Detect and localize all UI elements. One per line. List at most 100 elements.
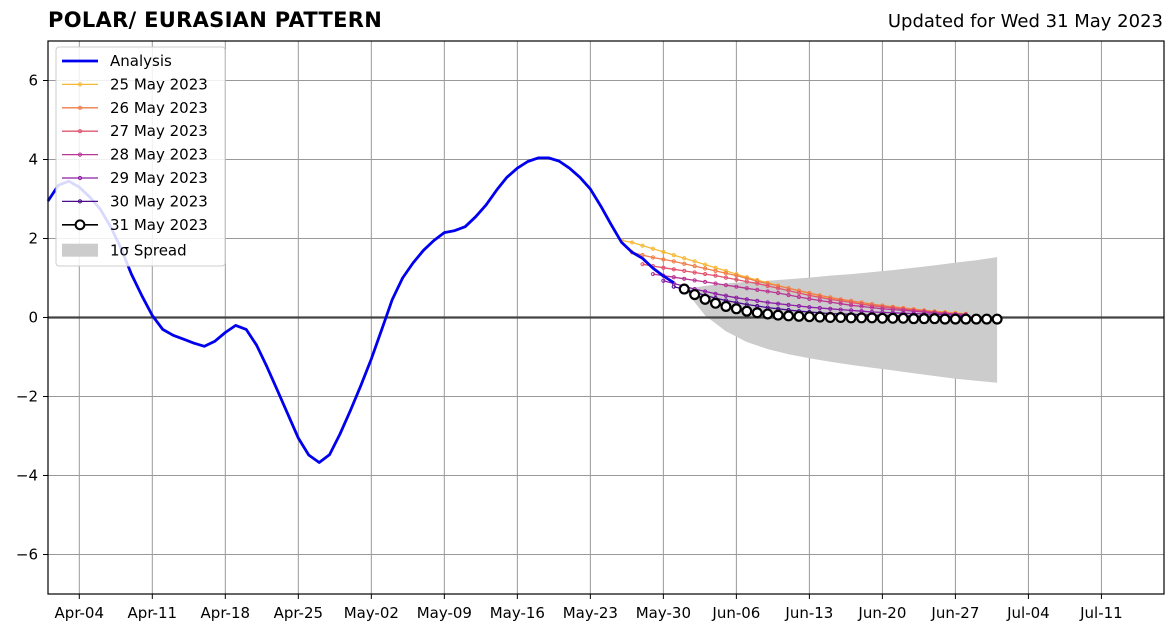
- legend-label: 30 May 2023: [110, 192, 208, 210]
- legend-label: 25 May 2023: [110, 75, 208, 93]
- forecast-point: [775, 286, 781, 291]
- legend-marker: [77, 82, 83, 87]
- y-tick-label: 6: [28, 72, 38, 90]
- forecast-point: [723, 268, 729, 273]
- forecast-point: [744, 286, 749, 291]
- forecast-point: [807, 290, 812, 296]
- forecast-point: [876, 312, 888, 324]
- x-tick-label: Jun-06: [711, 604, 760, 622]
- forecast-point: [723, 283, 729, 288]
- forecast-point: [783, 310, 795, 322]
- forecast-point: [949, 313, 961, 325]
- legend-marker: [74, 219, 86, 231]
- forecast-point: [755, 287, 760, 292]
- forecast-point: [710, 297, 722, 309]
- legend-entry: 30 May 2023: [62, 192, 208, 210]
- forecast-point: [702, 279, 708, 285]
- forecast-point: [629, 240, 635, 245]
- forecast-point: [744, 279, 749, 284]
- forecast-point: [692, 259, 697, 264]
- y-tick-label: −4: [16, 467, 38, 485]
- forecast-point: [856, 312, 868, 324]
- forecast-point: [682, 276, 687, 281]
- forecast-point: [755, 298, 760, 304]
- y-tick-label: −2: [16, 388, 38, 406]
- forecast-point: [720, 300, 732, 312]
- y-tick-label: 0: [28, 309, 38, 327]
- x-tick-label: May-09: [417, 604, 472, 622]
- forecast-point: [650, 246, 656, 251]
- x-tick-label: Jun-13: [784, 604, 833, 622]
- forecast-point: [734, 284, 739, 289]
- forecast-point: [661, 249, 666, 255]
- forecast-point: [650, 255, 656, 260]
- forecast-point: [786, 288, 791, 293]
- legend-label: 26 May 2023: [110, 99, 208, 117]
- legend-entry: Analysis: [62, 52, 172, 70]
- x-tick-label: Apr-11: [128, 604, 178, 622]
- forecast-point: [713, 268, 718, 273]
- x-tick-label: Jun-27: [930, 604, 979, 622]
- forecast-point: [775, 301, 781, 306]
- x-tick-label: Apr-18: [201, 604, 251, 622]
- forecast-point: [991, 313, 1003, 325]
- forecast-point: [960, 313, 972, 325]
- forecast-point: [765, 283, 770, 288]
- forecast-point: [723, 275, 729, 280]
- forecast-point: [845, 312, 857, 324]
- forecast-point: [650, 271, 656, 277]
- legend-marker: [77, 199, 83, 204]
- forecast-point: [897, 312, 909, 324]
- forecast-point: [682, 261, 687, 266]
- x-tick-label: Apr-25: [274, 604, 324, 622]
- x-tick-label: Jul-04: [1006, 604, 1050, 622]
- forecast-point: [713, 291, 718, 296]
- forecast-point: [817, 305, 822, 311]
- legend-entry: 29 May 2023: [62, 169, 208, 187]
- forecast-point: [786, 302, 791, 307]
- forecast-point: [849, 308, 854, 313]
- x-tick-label: Apr-04: [55, 604, 105, 622]
- legend-box: [55, 46, 226, 267]
- forecast-point: [671, 275, 676, 280]
- legend-entry: 1σ Spread: [62, 242, 187, 260]
- forecast-point: [699, 293, 711, 305]
- x-tick-label: Jul-11: [1079, 604, 1123, 622]
- forecast-line: [631, 251, 966, 315]
- forecast-point: [723, 271, 729, 276]
- forecast-point: [929, 313, 941, 325]
- forecast-series: [678, 283, 1003, 325]
- forecast-point: [803, 311, 815, 323]
- forecast-point: [859, 301, 864, 307]
- forecast-point: [640, 243, 645, 248]
- forecast-point: [734, 277, 739, 282]
- legend-label: 31 May 2023: [110, 216, 208, 234]
- legend-swatch: [62, 243, 98, 257]
- forecast-point: [765, 281, 770, 286]
- forecast-point: [786, 286, 791, 291]
- legend-entry: 28 May 2023: [62, 146, 208, 164]
- x-tick-label: Jun-20: [857, 604, 906, 622]
- chart-title: POLAR/ EURASIAN PATTERN: [48, 8, 383, 32]
- forecast-point: [661, 278, 666, 283]
- forecast-point: [671, 259, 676, 264]
- forecast-point: [807, 305, 812, 310]
- forecast-point: [713, 273, 718, 278]
- analysis-line: [46, 156, 675, 464]
- forecast-point: [796, 303, 802, 309]
- forecast-point: [807, 296, 812, 302]
- forecast-point: [887, 312, 899, 324]
- forecast-point: [814, 311, 826, 323]
- x-tick-label: May-23: [563, 604, 618, 622]
- analysis-layer: [46, 156, 675, 464]
- forecast-point: [671, 267, 676, 272]
- forecast-point: [775, 290, 781, 296]
- legend-entry: 27 May 2023: [62, 122, 208, 140]
- forecast-point: [741, 305, 753, 317]
- forecast-point: [866, 312, 878, 324]
- forecast-point: [692, 278, 697, 283]
- forecast-point: [640, 262, 645, 267]
- forecast-point: [911, 309, 916, 314]
- forecast-point: [734, 273, 739, 278]
